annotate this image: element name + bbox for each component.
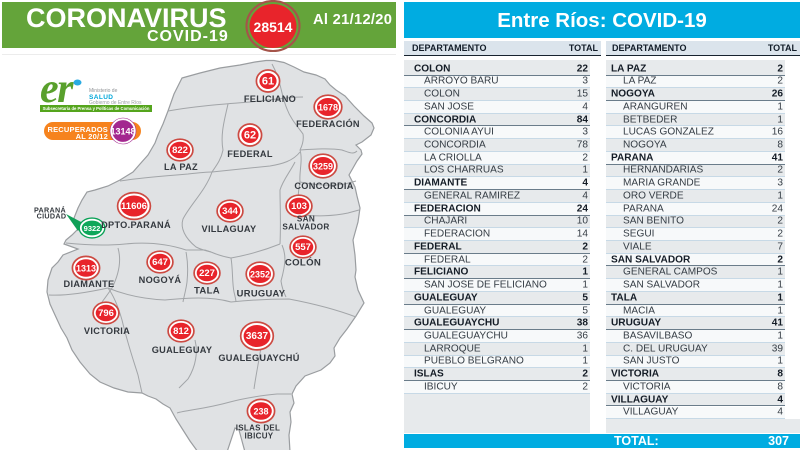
svg-text:62: 62	[244, 130, 256, 142]
svg-text:11606: 11606	[121, 201, 147, 212]
svg-text:DPTO.PARANÁ: DPTO.PARANÁ	[101, 219, 171, 230]
svg-text:2352: 2352	[250, 270, 270, 280]
svg-text:GUALEGUAY: GUALEGUAY	[152, 345, 213, 355]
svg-text:FELICIANO: FELICIANO	[244, 94, 296, 104]
svg-text:CIUDAD: CIUDAD	[37, 212, 67, 221]
svg-text:344: 344	[222, 206, 239, 217]
svg-text:61: 61	[262, 76, 274, 88]
svg-text:CONCORDIA: CONCORDIA	[294, 181, 353, 191]
svg-text:IBICUY: IBICUY	[245, 432, 274, 441]
svg-text:796: 796	[98, 308, 114, 319]
svg-text:557: 557	[295, 242, 311, 253]
svg-text:227: 227	[199, 268, 215, 279]
svg-text:TALA: TALA	[194, 286, 220, 297]
svg-text:28514: 28514	[254, 19, 293, 35]
svg-text:1313: 1313	[76, 264, 96, 274]
svg-text:238: 238	[253, 407, 268, 417]
svg-text:812: 812	[173, 326, 189, 337]
svg-text:FEDERAL: FEDERAL	[227, 149, 273, 159]
svg-text:FEDERACIÓN: FEDERACIÓN	[296, 118, 360, 129]
svg-text:VILLAGUAY: VILLAGUAY	[202, 224, 257, 234]
svg-text:3637: 3637	[246, 331, 269, 342]
svg-text:COLÓN: COLÓN	[285, 257, 321, 269]
svg-text:DIAMANTE: DIAMANTE	[64, 279, 115, 289]
svg-text:3259: 3259	[313, 162, 333, 172]
svg-text:647: 647	[152, 257, 168, 268]
svg-text:SALVADOR: SALVADOR	[282, 223, 329, 232]
svg-text:SAN: SAN	[297, 215, 315, 224]
svg-text:GUALEGUAYCHÚ: GUALEGUAYCHÚ	[218, 352, 299, 363]
svg-text:LA PAZ: LA PAZ	[164, 162, 198, 172]
svg-text:NOGOYÁ: NOGOYÁ	[139, 274, 182, 285]
svg-text:822: 822	[172, 145, 188, 156]
svg-text:URUGUAY: URUGUAY	[237, 288, 286, 299]
svg-text:9322: 9322	[84, 224, 101, 233]
svg-text:VICTORIA: VICTORIA	[84, 326, 130, 336]
svg-text:1678: 1678	[318, 103, 338, 113]
svg-text:13148: 13148	[110, 127, 135, 137]
svg-text:PARANÁ: PARANÁ	[34, 206, 66, 215]
svg-text:103: 103	[291, 201, 307, 212]
svg-text:ISLAS DEL: ISLAS DEL	[236, 424, 280, 433]
